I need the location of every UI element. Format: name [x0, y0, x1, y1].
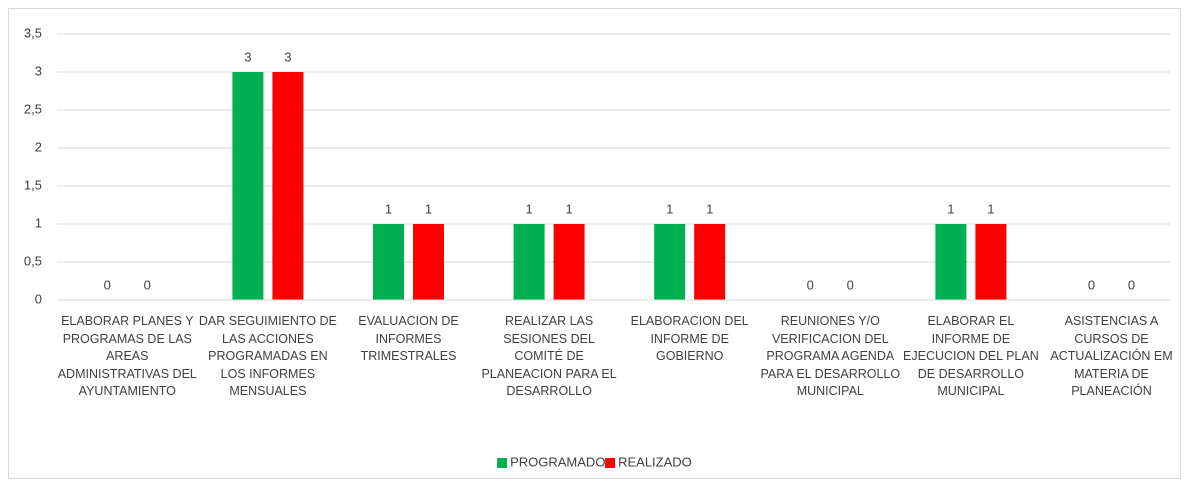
y-tick-label: 3,5 [24, 25, 42, 40]
value-label: 1 [385, 201, 392, 216]
legend-swatch [497, 458, 508, 468]
y-tick-label: 0,5 [24, 253, 42, 268]
value-label: 0 [847, 277, 854, 292]
bar [553, 224, 585, 300]
x-tick-label-box: EVALUACION DE INFORMES TRIMESTRALES [358, 314, 459, 363]
x-tick-label: ELABORAR EL INFORME DE EJECUCION DEL PLA… [903, 314, 1039, 398]
x-tick-label-box: REALIZAR LAS SESIONES DEL COMITÉ DE PLAN… [481, 314, 617, 398]
value-label: 0 [1088, 277, 1095, 292]
legend-swatch [605, 458, 616, 468]
value-label: 0 [144, 277, 151, 292]
x-tick-label: ELABORACION DEL INFORME DE GOBIERNO [630, 314, 749, 363]
value-label: 3 [244, 49, 251, 64]
x-tick-label-box: ELABORACION DEL INFORME DE GOBIERNO [630, 314, 749, 363]
value-label: 1 [706, 201, 713, 216]
y-tick-label: 1,5 [24, 177, 42, 192]
x-tick-label: ELABORAR PLANES Y PROGRAMAS DE LAS AREAS… [57, 314, 197, 398]
value-label: 1 [666, 201, 673, 216]
bar [935, 224, 967, 300]
value-label: 1 [565, 201, 572, 216]
value-label: 1 [525, 201, 532, 216]
bar [232, 72, 264, 300]
bar [975, 224, 1007, 300]
bar [373, 224, 404, 300]
x-tick-label-box: DAR SEGUIMIENTO DE LAS ACCIONES PROGRAMA… [198, 314, 337, 398]
bar [654, 224, 686, 300]
y-tick-label: 2 [35, 139, 42, 154]
value-label: 3 [284, 49, 291, 64]
y-tick-label: 2,5 [24, 101, 42, 116]
y-tick-label: 0 [35, 291, 42, 306]
x-tick-label: REUNIONES Y/O VERIFICACION DEL PROGRAMA … [760, 314, 901, 398]
value-label: 0 [1128, 277, 1135, 292]
y-tick-label: 1 [35, 215, 42, 230]
value-label: 1 [425, 201, 432, 216]
x-tick-label-box: ASISTENCIAS A CURSOS DE ACTUALIZACIÓN EM… [1050, 314, 1173, 398]
bar [513, 224, 545, 300]
value-label: 1 [987, 201, 994, 216]
value-label: 0 [104, 277, 111, 292]
x-tick-label-box: REUNIONES Y/O VERIFICACION DEL PROGRAMA … [760, 314, 901, 398]
x-tick-label-box: ELABORAR PLANES Y PROGRAMAS DE LAS AREAS… [57, 314, 197, 398]
y-tick-label: 3 [35, 63, 42, 78]
x-tick-label: EVALUACION DE INFORMES TRIMESTRALES [358, 314, 459, 363]
bar [413, 224, 444, 300]
x-tick-label: DAR SEGUIMIENTO DE LAS ACCIONES PROGRAMA… [198, 314, 337, 398]
legend-label: PROGRAMADO [510, 454, 605, 469]
bar [694, 224, 726, 300]
value-label: 1 [947, 201, 954, 216]
legend-label: REALIZADO [618, 454, 692, 469]
x-tick-label-box: ELABORAR EL INFORME DE EJECUCION DEL PLA… [903, 314, 1039, 398]
x-tick-label: ASISTENCIAS A CURSOS DE ACTUALIZACIÓN EM… [1050, 314, 1173, 398]
bar [272, 72, 304, 300]
value-label: 0 [807, 277, 814, 292]
x-tick-label: REALIZAR LAS SESIONES DEL COMITÉ DE PLAN… [481, 314, 617, 398]
